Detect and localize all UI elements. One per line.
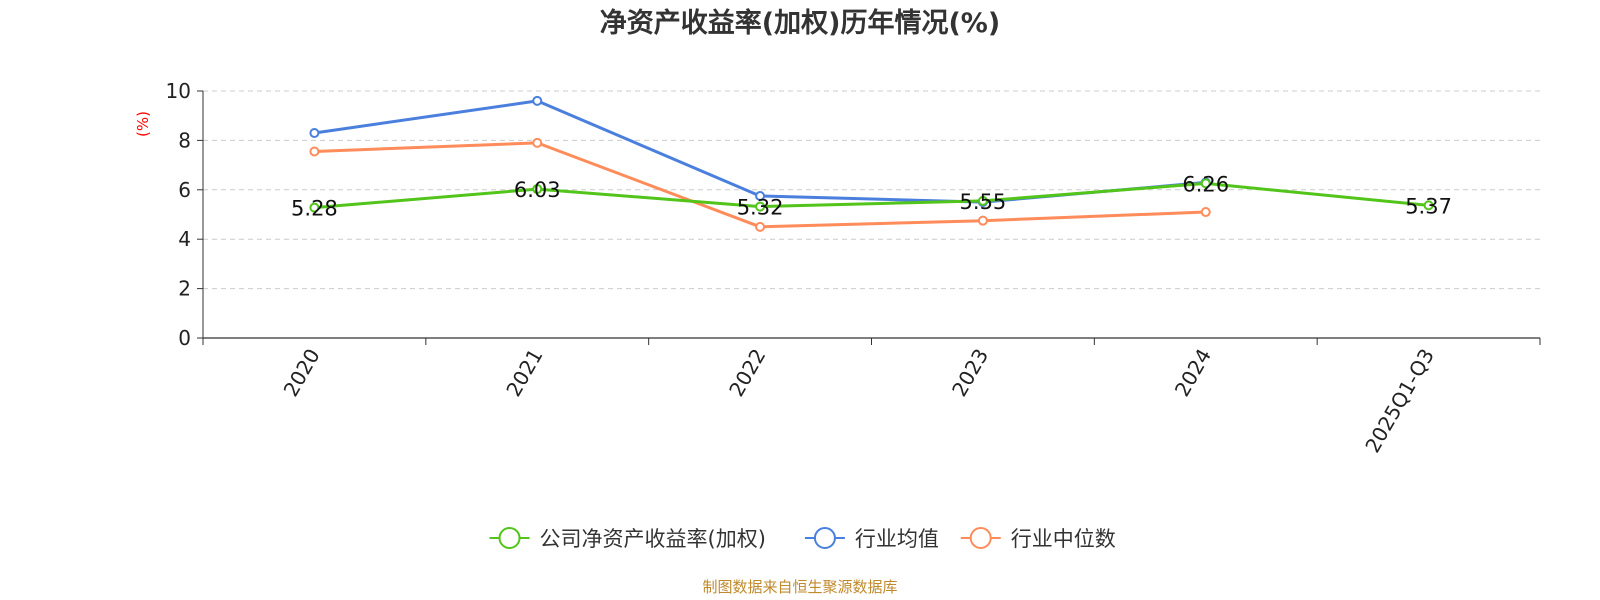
data-label: 5.37 bbox=[1405, 194, 1452, 218]
x-tick-label: 2024 bbox=[1170, 345, 1216, 401]
series-point[interactable] bbox=[1423, 200, 1434, 211]
x-tick-label: 2021 bbox=[501, 345, 547, 401]
data-label: 6.03 bbox=[514, 178, 561, 202]
legend-label: 行业中位数 bbox=[1011, 527, 1116, 551]
series-lines bbox=[309, 95, 1434, 232]
y-tick-label: 0 bbox=[178, 326, 191, 350]
x-tick-label: 2025Q1-Q3 bbox=[1360, 345, 1439, 457]
series-point[interactable] bbox=[309, 202, 320, 213]
grid-lines bbox=[203, 90, 1540, 290]
y-tick-label: 2 bbox=[178, 277, 191, 301]
legend-item[interactable]: 公司净资产收益率(加权) bbox=[489, 527, 766, 551]
series-point[interactable] bbox=[1200, 207, 1211, 218]
chart-title: 净资产收益率(加权)历年情况(%) bbox=[600, 7, 1000, 39]
series-line bbox=[314, 181, 1429, 210]
legend[interactable]: 公司净资产收益率(加权) 行业均值 行业中位数 bbox=[489, 527, 1116, 551]
data-labels: 5.28 6.03 5.32 5.55 6.26 5.37 bbox=[291, 172, 1452, 220]
series-line bbox=[314, 99, 1206, 204]
legend-label: 公司净资产收益率(加权) bbox=[540, 527, 766, 551]
y-tick-label: 10 bbox=[166, 79, 191, 103]
series-point[interactable] bbox=[977, 195, 988, 206]
series-point[interactable] bbox=[309, 127, 320, 138]
legend-swatch-marker bbox=[813, 527, 836, 549]
legend-swatch-marker bbox=[498, 527, 521, 549]
x-tick-label: 2022 bbox=[724, 345, 770, 401]
y-tick-label: 6 bbox=[178, 178, 191, 202]
data-label: 5.28 bbox=[291, 197, 338, 221]
series-point[interactable] bbox=[755, 221, 766, 232]
series-point[interactable] bbox=[1200, 178, 1211, 189]
data-label: 5.32 bbox=[737, 196, 784, 220]
series-point[interactable] bbox=[309, 146, 320, 157]
source-note: 制图数据来自恒生聚源数据库 bbox=[702, 578, 897, 596]
legend-item[interactable]: 行业中位数 bbox=[960, 527, 1116, 551]
series-point[interactable] bbox=[755, 190, 766, 201]
y-tick-label: 4 bbox=[178, 227, 191, 251]
y-tick-label: 8 bbox=[178, 128, 191, 152]
legend-swatch-marker bbox=[969, 527, 992, 549]
series-point[interactable] bbox=[977, 215, 988, 226]
legend-label: 行业均值 bbox=[855, 527, 939, 551]
series-point[interactable] bbox=[532, 137, 543, 148]
series-point[interactable] bbox=[532, 95, 543, 106]
series-point[interactable] bbox=[755, 201, 766, 212]
data-label: 6.26 bbox=[1182, 172, 1229, 196]
legend-item[interactable]: 行业均值 bbox=[804, 527, 939, 551]
x-tick-label: 2020 bbox=[279, 345, 325, 401]
data-label: 5.55 bbox=[960, 190, 1007, 214]
x-tick-label: 2023 bbox=[947, 345, 993, 401]
axes: 0 2 4 6 8 10 2020 2021 2022 2023 2024 2025Q1-Q3 bbox=[166, 79, 1541, 457]
series-point[interactable] bbox=[532, 184, 543, 195]
y-axis-label: (%) bbox=[134, 111, 152, 137]
